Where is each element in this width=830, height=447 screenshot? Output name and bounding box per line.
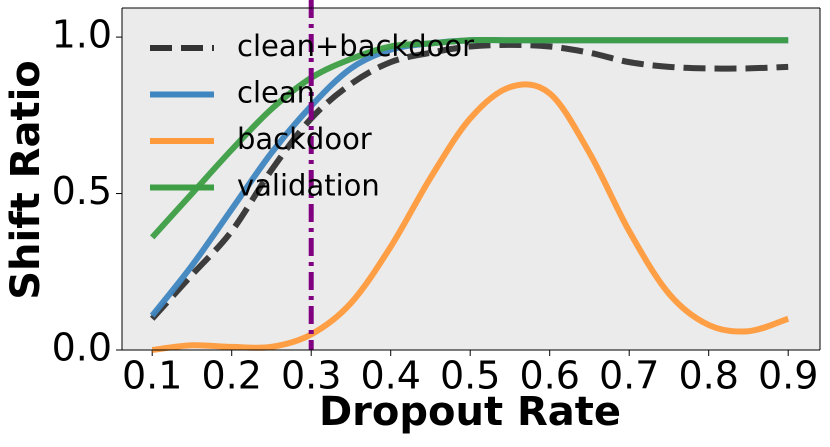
legend-text: backdoor (237, 122, 372, 156)
legend-text: validation (237, 169, 380, 203)
x-tick-label: 0.9 (758, 354, 818, 398)
y-tick-label: 1.0 (52, 13, 112, 57)
x-tick-label: 0.1 (122, 354, 182, 398)
series-line (149, 36, 789, 240)
x-tick-label: 0.7 (599, 354, 659, 398)
series-line (149, 41, 789, 321)
series-line (151, 81, 790, 353)
legend-text: clean+backdoor (237, 29, 474, 63)
x-tick-label: 0.5 (440, 354, 500, 398)
x-tick-label: 0.3 (281, 354, 341, 398)
x-axis-label: Dropout Rate (319, 389, 621, 435)
legend-text: clean (237, 76, 315, 110)
y-axis-label: Shift Ratio (3, 60, 49, 300)
x-tick-label: 0.6 (519, 354, 579, 398)
x-tick-label: 0.2 (201, 354, 261, 398)
y-tick-label: 0.5 (52, 169, 112, 213)
x-tick-label: 0.4 (360, 354, 420, 398)
y-tick-label: 0.0 (52, 326, 112, 370)
x-tick-label: 0.8 (678, 354, 738, 398)
plot-area (122, 8, 820, 350)
